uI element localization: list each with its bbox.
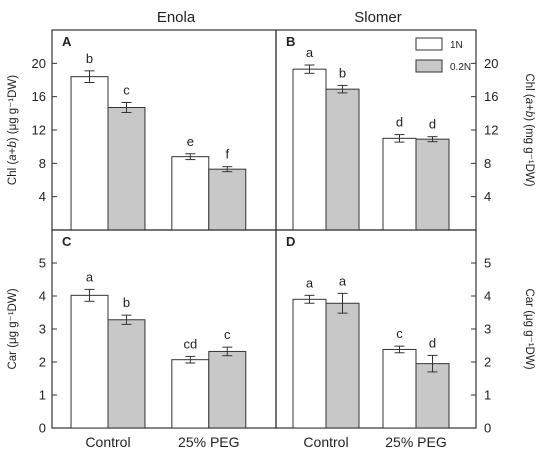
x-category-label-c-1: 25% PEG <box>178 434 239 450</box>
bar-c-0-2n-1 <box>208 350 247 429</box>
significance-letter-b-1-1: d <box>429 117 436 132</box>
column-title-slomer: Slomer <box>354 9 402 26</box>
significance-letter-a-1-0: c <box>123 83 130 98</box>
significance-letter-a-1-1: f <box>225 147 229 162</box>
bar-d-1n-0 <box>292 298 327 429</box>
y-tick-label-b-2: 12 <box>484 123 498 138</box>
y-axis-label-b: Chl (a+b) (mg g⁻¹DW) <box>523 73 535 186</box>
y-tick-label-c-5: 5 <box>39 256 46 271</box>
y-tick-label-a-3: 16 <box>32 89 46 104</box>
panel-c: C 0 1 2 3 4 5 Car (μg g⁻¹DW) a b Control cd c 25% PEG <box>7 229 277 450</box>
significance-letter-d-1-0: a <box>339 273 347 288</box>
significance-letter-b-0-0: a <box>306 45 314 60</box>
panel-b: B 4 8 12 16 20 Chl (a+b) (mg g⁻¹DW) a b d d 1N 0.2N <box>275 29 535 231</box>
y-tick-label-d-1: 1 <box>484 388 491 403</box>
bar-b-1n-1 <box>382 137 417 231</box>
legend-swatch-0 <box>415 37 443 51</box>
y-tick-label-c-3: 3 <box>39 322 46 337</box>
panel-letter-c: C <box>62 234 72 249</box>
y-tick-label-a-4: 20 <box>32 56 46 71</box>
legend-swatch-1 <box>415 59 443 73</box>
significance-letter-d-1-1: d <box>429 335 436 350</box>
significance-letter-d-0-1: c <box>396 326 403 341</box>
y-tick-label-b-4: 20 <box>484 56 498 71</box>
panel-d: D 0 1 2 3 4 5 Car (μg g⁻¹DW) a a Control c d 25% PEG <box>275 229 535 450</box>
column-title-enola: Enola <box>157 9 196 26</box>
bar-d-0-2n-1 <box>415 363 450 429</box>
significance-letter-b-1-0: b <box>339 65 346 80</box>
panel-letter-b: B <box>286 34 295 49</box>
y-tick-label-b-3: 16 <box>484 89 498 104</box>
bar-c-1n-1 <box>171 359 210 429</box>
x-category-label-d-0: Control <box>303 434 348 450</box>
y-tick-label-d-3: 3 <box>484 322 491 337</box>
legend-label-0: 1N <box>450 40 463 51</box>
y-tick-label-b-1: 8 <box>484 156 491 171</box>
panel-a: A 4 8 12 16 20 Chl (a+b) (μg g⁻¹DW) b c e f <box>7 29 277 231</box>
y-tick-label-d-0: 0 <box>484 421 491 436</box>
x-category-label-c-0: Control <box>85 434 130 450</box>
bar-a-0-2n-1 <box>208 168 247 231</box>
y-tick-label-c-2: 2 <box>39 355 46 370</box>
y-tick-label-a-0: 4 <box>39 189 46 204</box>
y-tick-label-a-1: 8 <box>39 156 46 171</box>
bar-d-0-2n-0 <box>325 302 360 429</box>
y-axis-label-c: Car (μg g⁻¹DW) <box>7 288 19 369</box>
bar-d-1n-1 <box>382 348 417 429</box>
significance-letter-c-0-0: a <box>86 269 94 284</box>
y-tick-label-b-0: 4 <box>484 189 491 204</box>
bar-b-0-2n-1 <box>415 138 450 231</box>
y-tick-label-a-2: 12 <box>32 123 46 138</box>
panel-letter-d: D <box>286 234 295 249</box>
y-tick-label-c-0: 0 <box>39 421 46 436</box>
x-category-label-d-1: 25% PEG <box>385 434 446 450</box>
significance-letter-a-0-0: b <box>86 51 93 66</box>
significance-letter-c-0-1: cd <box>183 336 197 351</box>
y-tick-label-c-4: 4 <box>39 289 46 304</box>
y-tick-label-d-4: 4 <box>484 289 491 304</box>
y-tick-label-c-1: 1 <box>39 388 46 403</box>
bar-c-0-2n-0 <box>107 319 146 429</box>
significance-letter-b-0-1: d <box>396 115 403 130</box>
significance-letter-c-1-0: b <box>123 295 130 310</box>
y-tick-label-d-5: 5 <box>484 256 491 271</box>
y-tick-label-d-2: 2 <box>484 355 491 370</box>
panel-letter-a: A <box>62 34 72 49</box>
significance-letter-c-1-1: c <box>224 327 231 342</box>
bar-b-1n-0 <box>292 68 327 231</box>
significance-letter-a-0-1: e <box>187 134 194 149</box>
y-axis-label-d: Car (μg g⁻¹DW) <box>523 288 535 369</box>
significance-letter-d-0-0: a <box>306 275 314 290</box>
bar-b-0-2n-0 <box>325 88 360 231</box>
bar-a-0-2n-0 <box>107 107 146 231</box>
bar-c-1n-0 <box>70 294 109 429</box>
bar-a-1n-1 <box>171 156 210 231</box>
bar-a-1n-0 <box>70 76 109 231</box>
legend-label-1: 0.2N <box>450 62 471 73</box>
y-axis-label-a: Chl (a+b) (μg g⁻¹DW) <box>7 75 19 185</box>
